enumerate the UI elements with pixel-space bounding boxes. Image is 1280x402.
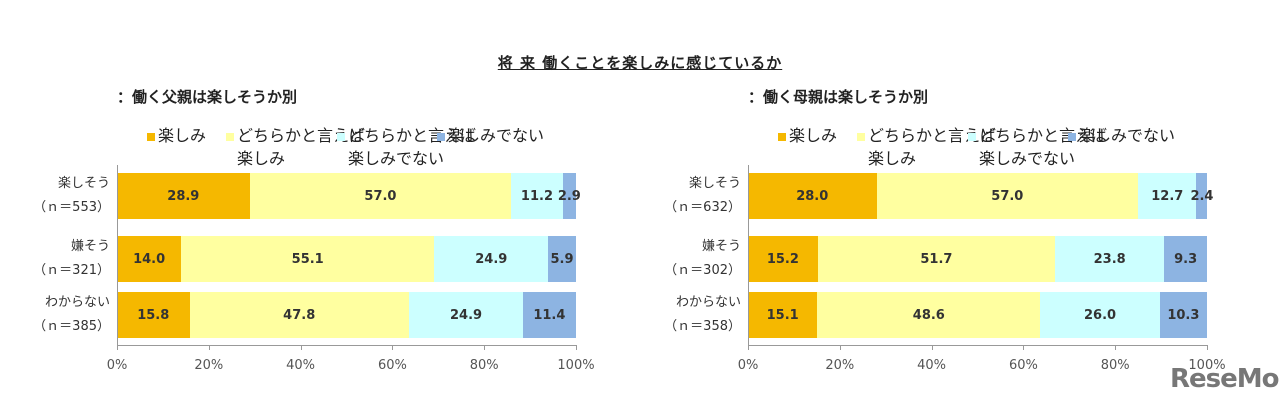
bar-segment: 15.8 (117, 292, 190, 338)
x-tick-label: 0% (106, 358, 128, 373)
legend-swatch (778, 133, 786, 141)
bar-segment: 28.0 (748, 173, 877, 219)
legend-item: どちらかと言えば (857, 125, 996, 147)
bar-segment: 57.0 (249, 173, 512, 219)
bar-segment: 2.4 (1190, 173, 1213, 219)
chart-subtitle: ：働く父親は楽しそうか別 (117, 88, 298, 106)
legend-label: 楽しみ (789, 126, 838, 145)
category-label: 楽しそう (57, 176, 110, 191)
x-tick-label: 60% (1008, 358, 1038, 373)
bar-segment: 9.3 (1164, 236, 1207, 282)
x-tick-label: 40% (286, 358, 316, 373)
legend-label: 楽しみでない (1079, 126, 1176, 145)
bar-segment: 24.9 (408, 292, 524, 338)
bar-segment: 47.8 (189, 292, 409, 338)
x-tick-label: 100% (557, 358, 595, 373)
category-label: わからない (44, 295, 110, 310)
bar-segment: 5.9 (548, 236, 576, 282)
chart-main-title: 将 来 働くことを楽しみに感じているか (0, 52, 1280, 73)
legend-swatch (147, 133, 155, 141)
bar-segment: 26.0 (1040, 292, 1160, 338)
x-tick-label: 20% (194, 358, 224, 373)
x-tick (839, 345, 841, 350)
legend-item: 楽しみ (778, 125, 837, 147)
bar-segment: 57.0 (876, 173, 1139, 219)
mother-chart: ：働く母親は楽しそうか別 楽しみ どちらかと言えば 楽しみ どちらかと言えば 楽しみでない… (631, 0, 1271, 402)
category-n: （ｎ＝358） (664, 319, 741, 334)
bar-segment: 15.2 (748, 236, 818, 282)
legend-swatch (337, 133, 345, 141)
x-tick (484, 345, 486, 350)
x-tick (748, 345, 749, 350)
father-chart: ：働く父親は楽しそうか別 楽しみ どちらかと言えば 楽しみ どちらかと言えば 楽しみでない… (33, 88, 595, 373)
bar-segment: 23.8 (1055, 236, 1165, 282)
bar-segment: 24.9 (434, 236, 549, 282)
x-tick (1115, 345, 1117, 350)
x-tick-label: 80% (1100, 358, 1130, 373)
category-n: （ｎ＝321） (33, 263, 110, 278)
legend-item: 楽しみ (147, 125, 206, 147)
x-tick-label: 20% (825, 358, 855, 373)
x-tick (1023, 345, 1025, 350)
legend-item: どちらかと言えば (226, 125, 365, 147)
category-n: （ｎ＝385） (33, 319, 110, 334)
bar-segment: 11.4 (523, 292, 576, 338)
category-label: わからない (675, 295, 741, 310)
x-axis-line (117, 345, 576, 346)
legend-swatch (226, 133, 234, 141)
x-tick-label: 60% (377, 358, 407, 373)
x-tick (931, 345, 933, 350)
legend-swatch (968, 133, 976, 141)
legend-label: どちらかと言えば (868, 126, 997, 145)
legend-label: どちらかと言えば (237, 126, 366, 145)
category-n: （ｎ＝632） (664, 200, 741, 215)
category-n: （ｎ＝553） (33, 200, 110, 215)
x-tick (1207, 345, 1208, 350)
bar-segment: 11.2 (511, 173, 563, 219)
y-axis-line (748, 165, 749, 346)
x-tick-label: 80% (469, 358, 499, 373)
category-n: （ｎ＝302） (664, 263, 741, 278)
chart-subtitle: ：働く母親は楽しそうか別 (748, 88, 929, 106)
legend-label: 楽しみ (158, 126, 207, 145)
bar-segment: 55.1 (181, 236, 435, 282)
bar-segment: 2.9 (558, 173, 581, 219)
legend-swatch (857, 133, 865, 141)
y-axis-line (117, 165, 118, 346)
bar-segment: 15.1 (748, 292, 818, 338)
x-axis-line (748, 345, 1207, 346)
x-tick-label: 40% (917, 358, 947, 373)
category-label: 楽しそう (688, 176, 741, 191)
legend-swatch (437, 133, 445, 141)
legend-label-line2: 楽しみでない (979, 149, 1076, 168)
legend-label-line2: 楽しみ (868, 149, 917, 168)
x-tick-label: 100% (1188, 358, 1226, 373)
bar-segment: 10.3 (1159, 292, 1207, 338)
category-label: 嫌そう (70, 239, 110, 254)
bar-segment: 28.9 (117, 173, 250, 219)
title-text: 将 来 働くことを楽しみに感じているか (497, 54, 783, 72)
category-label: 嫌そう (701, 239, 741, 254)
x-tick (392, 345, 394, 350)
legend-label-line2: 楽しみでない (348, 149, 445, 168)
x-tick (300, 345, 302, 350)
x-tick-label: 0% (737, 358, 759, 373)
resemom-logo: ReseMom (1170, 364, 1280, 394)
legend-label-line2: 楽しみ (237, 149, 286, 168)
legend-label: 楽しみでない (448, 126, 545, 145)
x-tick (576, 345, 577, 350)
bar-segment: 48.6 (817, 292, 1041, 338)
x-tick (117, 345, 118, 350)
legend-swatch (1068, 133, 1076, 141)
bar-segment: 51.7 (817, 236, 1056, 282)
x-tick (208, 345, 210, 350)
legend-item: 楽しみでない (437, 125, 544, 147)
bar-segment: 14.0 (117, 236, 182, 282)
legend-item: 楽しみでない (1068, 125, 1175, 147)
bar-segment: 12.7 (1138, 173, 1197, 219)
